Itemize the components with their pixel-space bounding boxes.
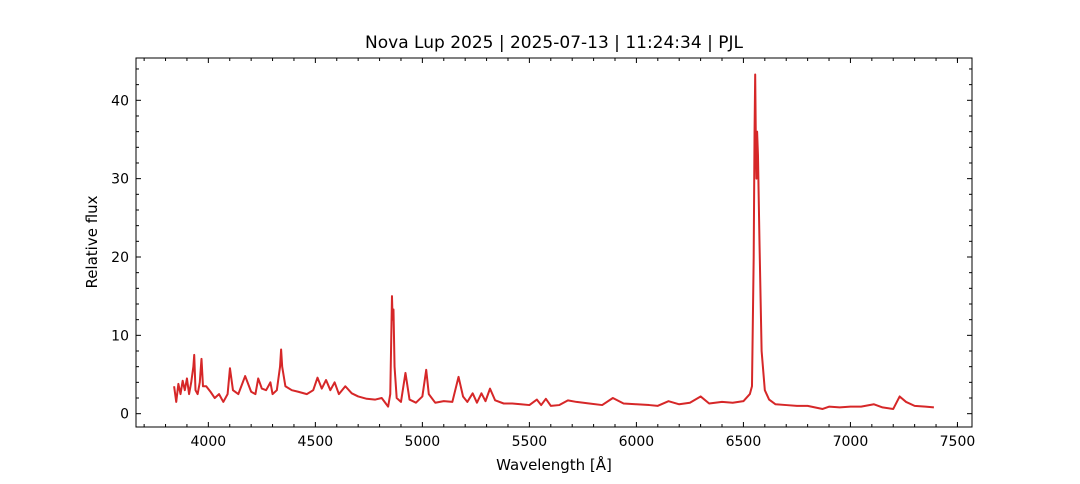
spectrum-line (173, 73, 934, 410)
y-tick-label: 10 (111, 328, 129, 344)
chart-title: Nova Lup 2025 | 2025-07-13 | 11:24:34 | … (365, 33, 743, 53)
y-tick-label: 40 (111, 93, 129, 109)
x-tick-label: 7500 (940, 434, 976, 450)
x-tick-label: 4500 (298, 434, 334, 450)
x-tick-label: 5000 (405, 434, 441, 450)
y-tick-label: 0 (120, 407, 129, 423)
x-tick-label: 6500 (726, 434, 762, 450)
y-axis-label: Relative flux (83, 195, 101, 288)
x-tick-label: 5500 (512, 434, 548, 450)
y-tick-label: 20 (111, 250, 129, 266)
x-tick-label: 6000 (619, 434, 655, 450)
y-tick-label: 30 (111, 172, 129, 188)
x-axis-label: Wavelength [Å] (496, 455, 612, 474)
x-tick-label: 4000 (191, 434, 227, 450)
plot-frame (135, 57, 973, 428)
x-tick-label: 7000 (833, 434, 869, 450)
